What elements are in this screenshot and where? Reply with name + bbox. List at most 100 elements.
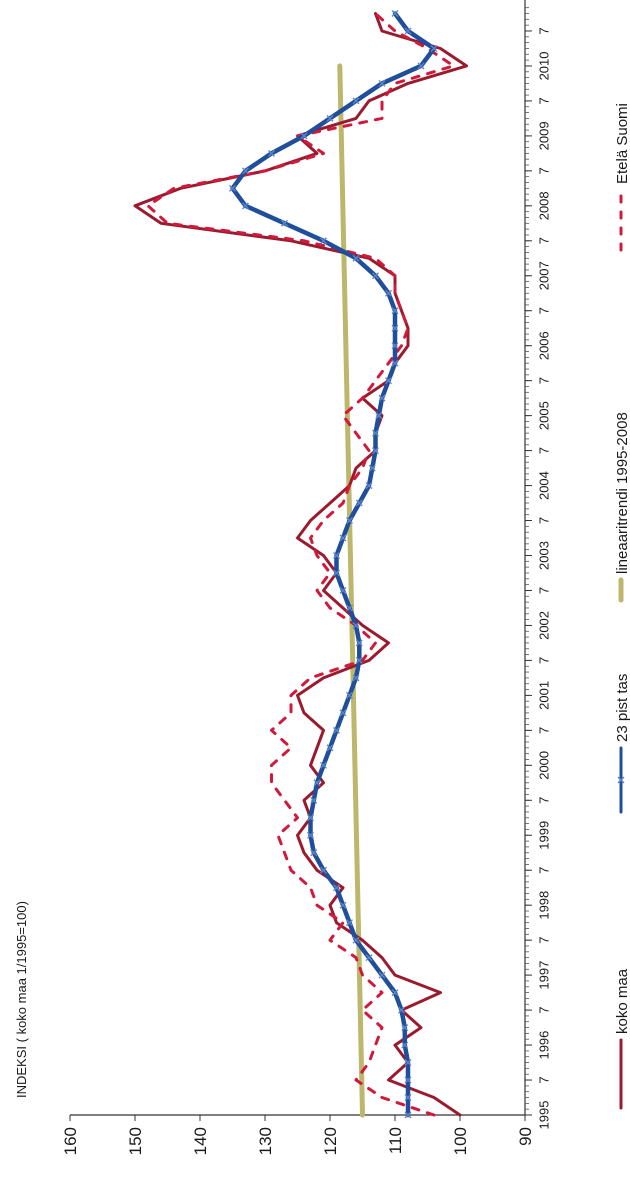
- value-tick-label: 90: [516, 1127, 535, 1146]
- value-axis-title: INDEKSI ( koko maa 1/1995=100): [14, 901, 29, 1098]
- series-marker: [339, 534, 347, 542]
- series-line: [146, 12, 455, 1117]
- series-marker: [391, 342, 399, 350]
- series-marker: [310, 796, 318, 804]
- value-tick-label: 160: [61, 1127, 80, 1155]
- series-marker: [339, 901, 347, 909]
- series-marker: [398, 1006, 405, 1014]
- time-tick-label: 1998: [536, 891, 551, 920]
- legend-marker: [617, 776, 625, 784]
- series-marker: [391, 324, 399, 332]
- series-marker: [310, 849, 318, 857]
- time-tick-label: 7: [536, 97, 551, 104]
- time-tick-label: 7: [536, 517, 551, 524]
- series-marker: [391, 10, 399, 17]
- time-tick-label: 7: [536, 447, 551, 454]
- series-marker: [355, 656, 363, 664]
- time-tick-label: 1996: [536, 1031, 551, 1060]
- series-marker: [401, 1041, 409, 1049]
- series-marker: [281, 219, 288, 227]
- legend-label: koko maa: [614, 968, 630, 1034]
- series-marker: [346, 919, 353, 927]
- series-marker: [404, 1094, 412, 1102]
- time-tick-label: 1999: [536, 821, 551, 850]
- series-marker: [391, 989, 399, 997]
- time-tick-label: 7: [536, 937, 551, 944]
- time-tick-label: 1997: [536, 961, 551, 990]
- time-tick-label: 7: [536, 27, 551, 34]
- value-axis-ticks: 90 100 110 120 130 140 150 160: [61, 1115, 535, 1155]
- time-tick-label: 2003: [536, 541, 551, 570]
- series-marker: [333, 569, 340, 577]
- value-tick-label: 140: [191, 1127, 210, 1155]
- series-marker: [320, 761, 327, 769]
- series-marker: [404, 1076, 412, 1084]
- series-marker: [368, 464, 376, 472]
- time-tick-label: 7: [536, 167, 551, 174]
- time-tick-label: 2010: [536, 51, 551, 80]
- series-marker: [352, 254, 360, 262]
- series-marker: [385, 377, 392, 385]
- series-marker: [401, 1024, 409, 1032]
- legend: koko maa 23 pist tas lineaaritrendi 1995-2…: [614, 103, 630, 1110]
- time-tick-label: 7: [536, 867, 551, 874]
- series-line: [230, 11, 437, 1118]
- series-marker: [346, 691, 353, 699]
- time-tick-label: 7: [536, 377, 551, 384]
- series-marker: [372, 272, 379, 280]
- series-marker: [365, 954, 373, 962]
- legend-label: lineaaritrendi 1995-2008: [614, 412, 630, 574]
- time-tick-label: 7: [536, 237, 551, 244]
- series-marker: [307, 831, 314, 839]
- time-tick-label: 7: [536, 727, 551, 734]
- time-tick-label: 7: [536, 1076, 551, 1083]
- series-marker: [385, 289, 392, 297]
- time-tick-label: 2006: [536, 331, 551, 360]
- series-marker: [404, 27, 412, 35]
- value-tick-label: 120: [321, 1127, 340, 1155]
- series-marker: [242, 167, 249, 175]
- series-marker: [229, 184, 236, 192]
- series-marker: [378, 971, 386, 979]
- series-marker: [300, 132, 308, 140]
- time-tick-label: 2007: [536, 261, 551, 290]
- time-tick-label: 2008: [536, 191, 551, 220]
- time-tick-label: 1995: [536, 1101, 551, 1130]
- series-marker: [391, 307, 399, 315]
- time-tick-label: 2000: [536, 751, 551, 780]
- series-marker: [352, 936, 360, 944]
- time-axis-ticks: 1995 7 1996 7 1997 7 1998 7 1999 7 2000 7 2001 7 2002 7…: [525, 7, 551, 1130]
- series-marker: [346, 517, 353, 525]
- series-marker: [365, 482, 373, 490]
- series-marker: [333, 552, 340, 560]
- series-marker: [339, 709, 347, 717]
- time-tick-label: 7: [536, 1006, 551, 1013]
- series-marker: [355, 639, 363, 647]
- series-marker: [352, 621, 360, 629]
- series-marker: [355, 499, 363, 507]
- series-marker: [346, 604, 353, 612]
- time-tick-label: 7: [536, 307, 551, 314]
- series-marker: [378, 394, 386, 402]
- legend-label: Etelä Suomi: [614, 103, 630, 184]
- series-marker: [391, 359, 399, 367]
- series-marker: [378, 79, 386, 87]
- time-tick-label: 2009: [536, 121, 551, 150]
- time-tick-label: 7: [536, 657, 551, 664]
- series-marker: [320, 237, 327, 245]
- series-marker: [352, 97, 360, 105]
- series-marker: [326, 114, 334, 122]
- series-marker: [326, 744, 334, 752]
- series-marker: [375, 412, 383, 420]
- series-marker: [320, 866, 327, 874]
- time-tick-label: 2005: [536, 401, 551, 430]
- series-layer: [133, 10, 468, 1119]
- series-marker: [242, 202, 249, 210]
- series-marker: [339, 586, 347, 594]
- series-marker: [333, 726, 340, 734]
- series-marker: [404, 1111, 412, 1119]
- value-tick-label: 110: [386, 1127, 405, 1154]
- series-marker: [307, 814, 314, 822]
